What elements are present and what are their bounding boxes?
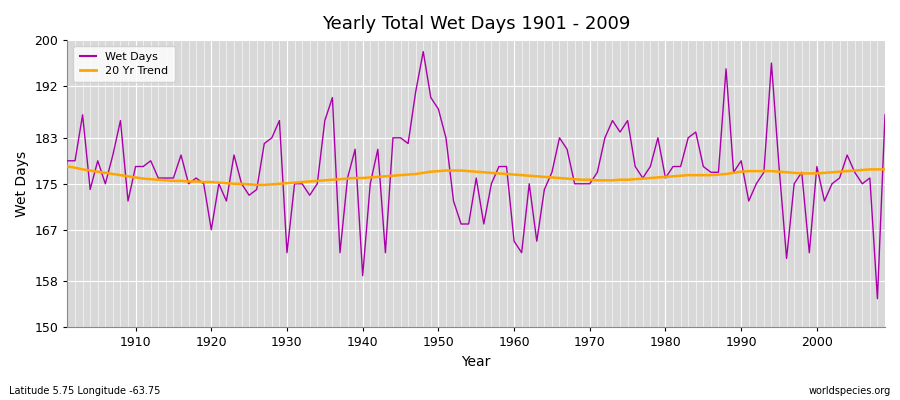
Title: Yearly Total Wet Days 1901 - 2009: Yearly Total Wet Days 1901 - 2009 [322,15,630,33]
Text: worldspecies.org: worldspecies.org [809,386,891,396]
Legend: Wet Days, 20 Yr Trend: Wet Days, 20 Yr Trend [73,46,175,82]
X-axis label: Year: Year [462,355,490,369]
Text: Latitude 5.75 Longitude -63.75: Latitude 5.75 Longitude -63.75 [9,386,160,396]
Y-axis label: Wet Days: Wet Days [15,151,29,217]
